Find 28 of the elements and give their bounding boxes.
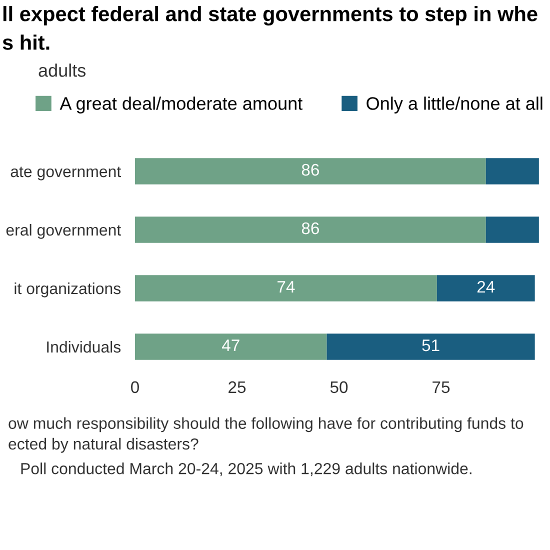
- bar: [486, 158, 539, 184]
- data-label: 74: [278, 281, 295, 293]
- y-tick-label: it organizations: [14, 282, 121, 298]
- data-label: 47: [222, 340, 240, 352]
- bar: [436, 275, 535, 302]
- text: Poll conducted March 20-24, 2025 with 1,229 adults nationwide.: [21, 462, 472, 476]
- chart-subtitle: adults: [38, 64, 86, 77]
- bar: [135, 334, 327, 360]
- bar: [326, 334, 535, 360]
- bar: [135, 275, 437, 302]
- y-tick-label: eral government: [6, 224, 122, 239]
- x-tick-label: 0: [131, 381, 139, 394]
- text: ow much responsibility should the following have for contributing funds to ected by natural disasters?: [8, 417, 524, 453]
- chart-title: ll expect federal and state governments to step in whe s hit.: [2, 6, 538, 50]
- legend-label: Only a little/none at all: [366, 96, 542, 114]
- y-tick-label: Individuals: [47, 340, 121, 353]
- data-label: 86: [302, 164, 319, 176]
- data-label: 51: [422, 340, 440, 352]
- x-tick-label: 50: [330, 381, 348, 394]
- data-label: 24: [477, 280, 495, 293]
- bar: [135, 158, 486, 184]
- x-tick-label: 25: [228, 381, 246, 394]
- y-tick-label: ate government: [10, 166, 122, 180]
- x-tick-label: 75: [432, 381, 450, 394]
- legend-label: A great deal/moderate amount: [60, 96, 302, 114]
- data-label: 86: [302, 222, 319, 234]
- bar: [486, 216, 539, 243]
- bar: [135, 216, 486, 243]
